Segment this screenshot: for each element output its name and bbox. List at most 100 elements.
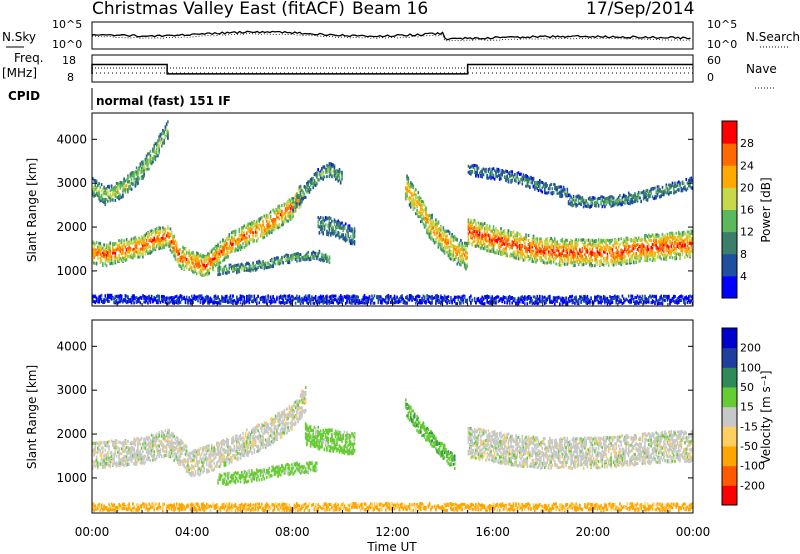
heatmap-cell: [261, 216, 263, 219]
heatmap-cell: [104, 249, 107, 253]
heatmap-cell: [554, 237, 556, 241]
heatmap-cell: [115, 242, 118, 246]
heatmap-cell: [649, 257, 651, 261]
heatmap-cell: [153, 236, 155, 240]
heatmap-cell: [168, 244, 170, 248]
heatmap-cell: [256, 233, 258, 237]
heatmap-cell: [159, 230, 162, 234]
heatmap-cell: [641, 238, 644, 242]
heatmap-cell: [238, 270, 241, 274]
heatmap-cell: [612, 252, 615, 255]
heatmap-cell: [331, 219, 333, 223]
heatmap-cell: [574, 254, 576, 258]
heatmap-cell: [258, 227, 261, 231]
heatmap-cell: [128, 255, 130, 258]
heatmap-cell: [574, 251, 576, 255]
heatmap-cell: [228, 233, 231, 236]
heatmap-cell: [267, 215, 269, 219]
heatmap-cell: [98, 245, 100, 249]
heatmap-cell: [137, 250, 139, 254]
heatmap-cell: [100, 245, 103, 249]
heatmap-cell: [128, 245, 130, 249]
heatmap-cell: [535, 242, 537, 246]
heatmap-cell: [152, 245, 154, 249]
heatmap-cell: [94, 242, 97, 246]
heatmap-cell: [415, 188, 417, 192]
heatmap-cell: [353, 235, 356, 239]
heatmap-cell: [129, 239, 132, 243]
heatmap-cell: [190, 266, 193, 270]
heatmap-cell: [684, 255, 686, 259]
heatmap-cell: [473, 239, 476, 243]
heatmap-cell: [154, 230, 157, 234]
heatmap-cell: [139, 249, 142, 253]
heatmap-cell: [520, 235, 522, 239]
heatmap-cell: [423, 203, 426, 207]
heatmap-cell: [540, 237, 542, 241]
heatmap-cell: [552, 248, 555, 252]
heatmap-cell: [555, 262, 557, 266]
heatmap-cell: [159, 229, 162, 233]
heatmap-cell: [112, 248, 114, 252]
heatmap-cell: [122, 248, 124, 252]
heatmap-cell: [488, 234, 491, 238]
heatmap-cell: [132, 241, 134, 245]
heatmap-cell: [282, 261, 284, 265]
heatmap-cell: [272, 264, 274, 268]
heatmap-cell: [332, 226, 334, 229]
heatmap-cell: [540, 255, 542, 259]
heatmap-cell: [122, 251, 124, 255]
heatmap-cell: [654, 251, 656, 255]
freq-left-tick-top: 18: [62, 54, 76, 67]
heatmap-cell: [318, 251, 321, 255]
heatmap-cell: [503, 228, 506, 232]
heatmap-cell: [98, 191, 100, 195]
heatmap-cell: [100, 253, 103, 257]
heatmap-cell: [169, 244, 172, 248]
heatmap-cell: [288, 261, 291, 265]
heatmap-cell: [153, 247, 155, 251]
heatmap-cell: [127, 254, 129, 258]
heatmap-cell: [195, 272, 198, 276]
heatmap-cell: [317, 254, 319, 258]
heatmap-cell: [117, 256, 119, 260]
heatmap-cell: [317, 168, 319, 172]
heatmap-cell: [550, 183, 552, 186]
heatmap-cell: [663, 249, 665, 253]
heatmap-cell: [467, 238, 470, 242]
heatmap-cell: [477, 166, 480, 170]
heatmap-cell: [140, 252, 143, 256]
heatmap-cell: [120, 245, 123, 249]
heatmap-cell: [462, 250, 465, 254]
noise-left-tick-top: 10^5: [52, 18, 82, 31]
heatmap-cell: [148, 249, 150, 253]
heatmap-cell: [188, 260, 190, 264]
heatmap-cell: [577, 257, 580, 261]
heatmap-cell: [511, 179, 513, 183]
heatmap-cell: [269, 210, 272, 214]
heatmap-cell: [512, 230, 515, 234]
heatmap-cell: [137, 240, 139, 244]
heatmap-cell: [168, 242, 170, 246]
heatmap-cell: [148, 251, 150, 255]
heatmap-cell: [112, 198, 114, 202]
heatmap-cell: [109, 255, 112, 259]
heatmap-cell: [98, 182, 100, 186]
search-noise-line: [91, 33, 691, 42]
heatmap-cell: [154, 240, 157, 244]
heatmap-cell: [660, 257, 662, 261]
heatmap-cell: [617, 245, 620, 249]
heatmap-cell: [182, 263, 184, 267]
heatmap-cell: [322, 232, 324, 236]
heatmap-cell: [160, 144, 163, 148]
heatmap-cell: [153, 242, 155, 246]
heatmap-cell: [541, 244, 544, 248]
heatmap-cell: [109, 249, 112, 253]
heatmap-cell: [615, 246, 617, 250]
heatmap-cell: [104, 248, 107, 252]
heatmap-cell: [165, 239, 168, 243]
heatmap-cell: [452, 253, 455, 257]
heatmap-cell: [329, 216, 332, 220]
heatmap-cell: [432, 219, 435, 223]
heatmap-cell: [114, 261, 117, 265]
